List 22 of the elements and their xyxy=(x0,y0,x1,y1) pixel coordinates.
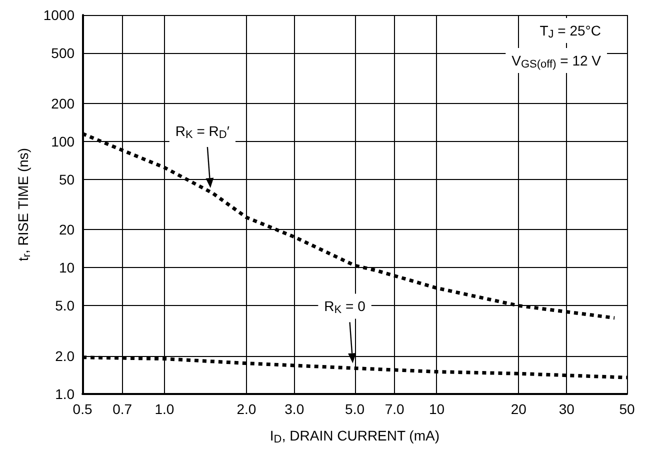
x-tick-label: 0.7 xyxy=(112,401,132,417)
y-tick-label: 1000 xyxy=(43,7,75,23)
x-tick-label: 50 xyxy=(619,401,635,417)
x-tick-label: 0.5 xyxy=(72,401,92,417)
x-tick-label: 20 xyxy=(510,401,527,417)
y-tick-label: 100 xyxy=(51,133,75,150)
y-tick-label: 1.0 xyxy=(55,386,75,402)
y-tick-label: 5.0 xyxy=(55,298,75,314)
y-tick-label: 500 xyxy=(51,45,75,62)
y-tick-label: 200 xyxy=(51,95,75,112)
x-tick-label: 3.0 xyxy=(284,401,304,417)
x-tick-label: 5.0 xyxy=(345,401,365,417)
x-tick-label: 7.0 xyxy=(384,401,404,417)
x-tick-label: 10 xyxy=(428,401,445,417)
x-tick-label: 30 xyxy=(558,401,575,417)
y-tick-label: 50 xyxy=(58,171,75,188)
x-tick-label: 1.0 xyxy=(154,401,174,417)
y-tick-label: 10 xyxy=(58,260,75,276)
y-axis-title: tr, RISE TIME (ns) xyxy=(15,148,33,262)
x-tick-label: 2.0 xyxy=(236,401,256,417)
y-tick-label: 2.0 xyxy=(55,348,75,364)
y-tick-label: 20 xyxy=(58,222,75,238)
